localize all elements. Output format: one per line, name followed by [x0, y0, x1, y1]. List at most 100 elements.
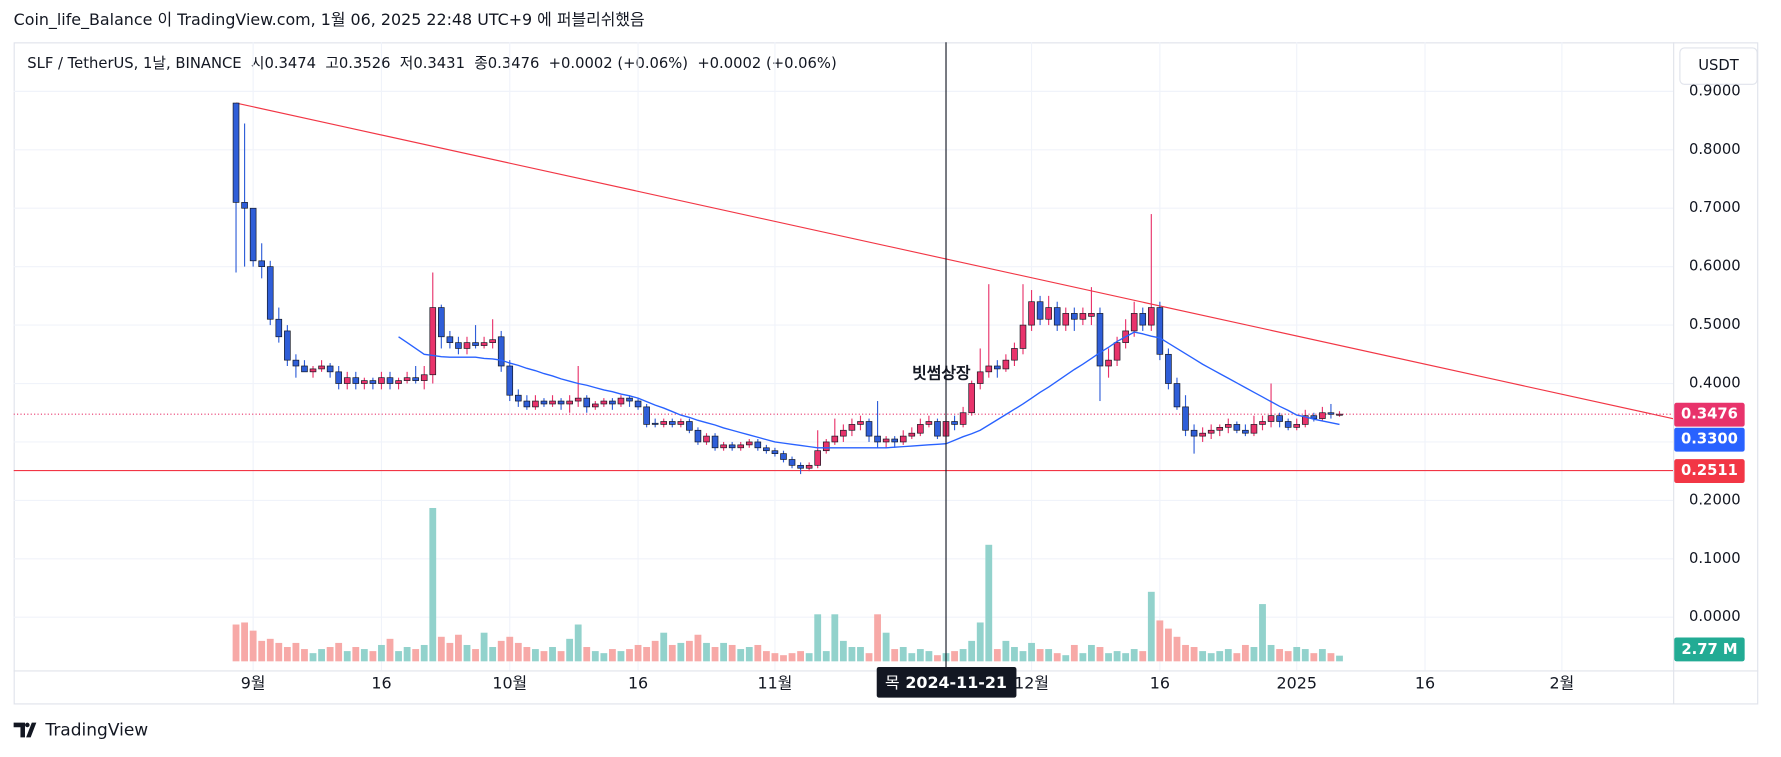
footer-brand: TradingView	[44, 721, 148, 741]
y-tick-label: 0.1000	[1689, 550, 1741, 567]
x-tick-label: 16	[628, 674, 648, 693]
volume-bar	[677, 642, 685, 662]
candle-body	[780, 453, 787, 460]
crosshair-label: 목 2024-11-21	[885, 672, 1007, 691]
candle-body	[574, 397, 582, 402]
volume-bar	[1327, 653, 1335, 662]
candle-body	[1301, 415, 1309, 425]
volume-bar	[275, 642, 283, 662]
candle-body	[865, 421, 873, 437]
tv-logo	[13, 722, 37, 738]
volume-bar	[668, 644, 676, 662]
volume-bar	[617, 651, 625, 662]
y-tick-label: 0.4000	[1689, 375, 1741, 392]
candle-body	[532, 400, 539, 408]
candle-body	[985, 365, 993, 373]
volume-bar	[283, 647, 291, 662]
candle-body	[754, 441, 762, 449]
candle-body	[1173, 383, 1181, 408]
open-value: 0.3474	[264, 55, 316, 72]
volume-bar	[703, 642, 710, 662]
volume-bar	[968, 640, 976, 662]
volume-bar	[1284, 651, 1292, 662]
candle-body	[352, 377, 360, 384]
candle-body	[420, 374, 428, 381]
volume-bar	[1079, 653, 1087, 662]
candle-body	[651, 422, 659, 425]
candle-body	[1071, 313, 1078, 320]
volume-bar	[651, 640, 659, 662]
candle-body	[788, 459, 796, 466]
candle-body	[463, 342, 471, 349]
currency-button[interactable]	[1679, 47, 1758, 85]
volume-bar	[865, 653, 873, 662]
candle-body	[763, 447, 770, 452]
candle-body	[711, 435, 719, 449]
candle-body	[1036, 301, 1044, 320]
volume-bar	[1002, 640, 1010, 662]
candle-body	[343, 377, 351, 384]
volume-bar	[506, 636, 514, 662]
volume-bar	[976, 622, 984, 662]
candle-body	[361, 380, 368, 384]
volume-bar	[1070, 644, 1078, 662]
x-tick-label: 9월	[241, 674, 266, 693]
volume-bar	[1267, 644, 1275, 662]
candle-body	[840, 429, 847, 437]
candle-body	[1165, 353, 1172, 384]
volume-bar	[1036, 649, 1044, 662]
candle-body	[600, 400, 608, 405]
price-label-bg	[1674, 402, 1745, 427]
volume-bar	[360, 649, 368, 662]
volume-bar	[805, 653, 813, 662]
x-tick-label: 16	[371, 674, 391, 693]
symbol-legend: SLF / TetherUS, 1날, BINANCE 시0.3474 고0.3…	[27, 55, 836, 72]
candle-body	[968, 383, 975, 414]
y-tick-label: 0.9000	[1689, 82, 1741, 99]
candle-body	[480, 342, 488, 346]
candle-body	[857, 421, 864, 425]
volume-bar	[1113, 651, 1121, 662]
volume-bar	[711, 647, 719, 662]
plot-area	[13, 42, 1674, 671]
candle-body	[814, 450, 821, 466]
candle-body	[917, 424, 924, 434]
candle-body	[1250, 424, 1258, 434]
volume-bar	[1165, 628, 1172, 662]
change: +0.0002 (+0.06%)	[697, 55, 836, 72]
volume-bar	[326, 647, 334, 662]
candle-body	[592, 403, 599, 408]
candle-body	[1233, 424, 1241, 431]
candle-body	[1267, 415, 1275, 422]
high-value: 0.3526	[339, 55, 391, 72]
volume-bar	[737, 649, 745, 662]
volume-bar	[916, 649, 924, 662]
crosshair-label-bg	[876, 667, 1017, 698]
volume-bar	[335, 642, 343, 662]
candle-body	[249, 207, 257, 262]
volume-bar	[814, 614, 822, 662]
volume-bar	[1139, 651, 1147, 662]
volume-bar	[437, 636, 445, 662]
x-tick-label: 10월	[492, 674, 527, 693]
candle-body	[626, 397, 633, 402]
trendline	[235, 102, 1674, 420]
volume-label: 2.77 M	[1681, 641, 1737, 658]
volume-bar	[1182, 644, 1189, 662]
volume-bar	[643, 647, 651, 662]
volume-bar	[874, 614, 881, 662]
volume-bar	[1173, 636, 1181, 662]
candle-body	[1319, 412, 1326, 419]
y-tick-label: 0.0000	[1689, 608, 1741, 625]
candle-body	[1276, 415, 1283, 422]
candle-body	[489, 339, 496, 343]
candle-body	[557, 400, 565, 405]
candle-body	[959, 412, 967, 425]
y-tick-label: 0.2000	[1689, 491, 1741, 508]
volume-bar	[1216, 651, 1224, 662]
volume-bar	[1318, 649, 1326, 662]
volume-bar	[292, 642, 300, 662]
volume-bar	[378, 644, 385, 662]
chart-frame	[13, 42, 1759, 705]
volume-bar	[1336, 655, 1343, 662]
